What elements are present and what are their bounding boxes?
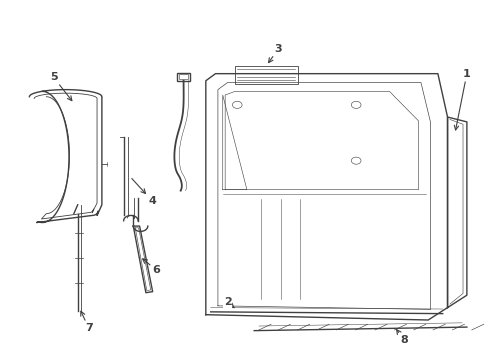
Bar xyxy=(179,75,188,79)
Text: 2: 2 xyxy=(223,297,234,308)
Bar xyxy=(177,73,190,81)
Text: 8: 8 xyxy=(396,330,407,345)
Text: 3: 3 xyxy=(268,44,282,63)
Text: 4: 4 xyxy=(132,179,156,206)
Text: 6: 6 xyxy=(142,259,160,275)
Text: 1: 1 xyxy=(453,69,470,130)
Text: 7: 7 xyxy=(81,311,93,333)
Text: 5: 5 xyxy=(50,72,72,101)
Bar xyxy=(234,66,297,84)
